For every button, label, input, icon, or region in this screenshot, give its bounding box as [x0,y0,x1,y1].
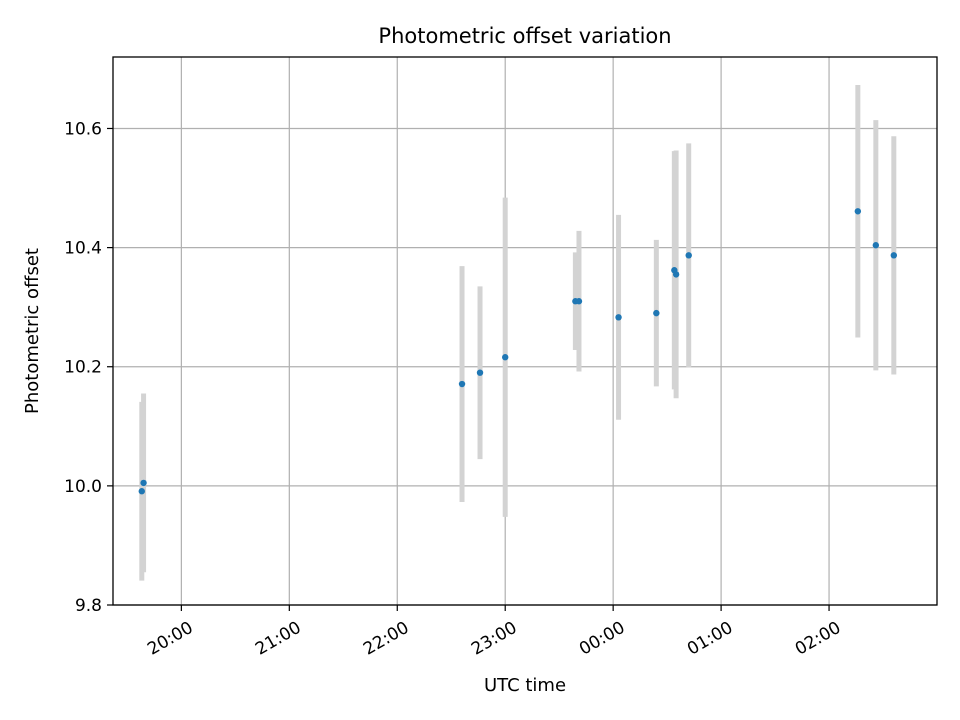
x-tick-label: 02:00 [792,618,844,660]
data-point [672,271,680,278]
y-tick-label: 10.0 [64,477,102,497]
data-point [615,314,622,321]
data-points [138,208,898,495]
x-tick-label: 00:00 [576,618,628,660]
error-bars [139,84,897,581]
data-point [854,208,862,215]
y-tick-label: 10.2 [64,358,102,378]
data-point [140,479,147,487]
data-point [653,309,660,317]
y-axis-label: Photometric offset [22,248,43,414]
data-point [138,488,145,495]
x-axis-label: UTC time [484,675,566,696]
x-tick-label: 20:00 [144,618,196,660]
y-tick-label: 10.6 [64,119,102,139]
grid [113,57,937,606]
y-tick-label: 9.8 [75,596,102,616]
y-tick-label: 10.4 [64,239,102,259]
x-tick-label: 21:00 [252,618,304,660]
data-point [575,298,583,305]
x-tick-label: 01:00 [684,618,736,660]
x-tick-label: 23:00 [468,618,520,660]
chart-title: Photometric offset variation [378,24,671,48]
data-point [890,252,898,259]
data-point [458,380,466,388]
data-point [872,242,880,249]
plot-frame [112,56,938,606]
data-point [476,369,484,376]
x-tick-label: 22:00 [360,618,412,660]
y-ticks: 9.8 10.0 10.2 10.4 10.6 [64,119,113,616]
data-point [502,354,509,361]
x-ticks: 20:00 21:00 22:00 23:00 00:00 01:00 02:00 [144,605,844,660]
data-point [685,252,692,259]
